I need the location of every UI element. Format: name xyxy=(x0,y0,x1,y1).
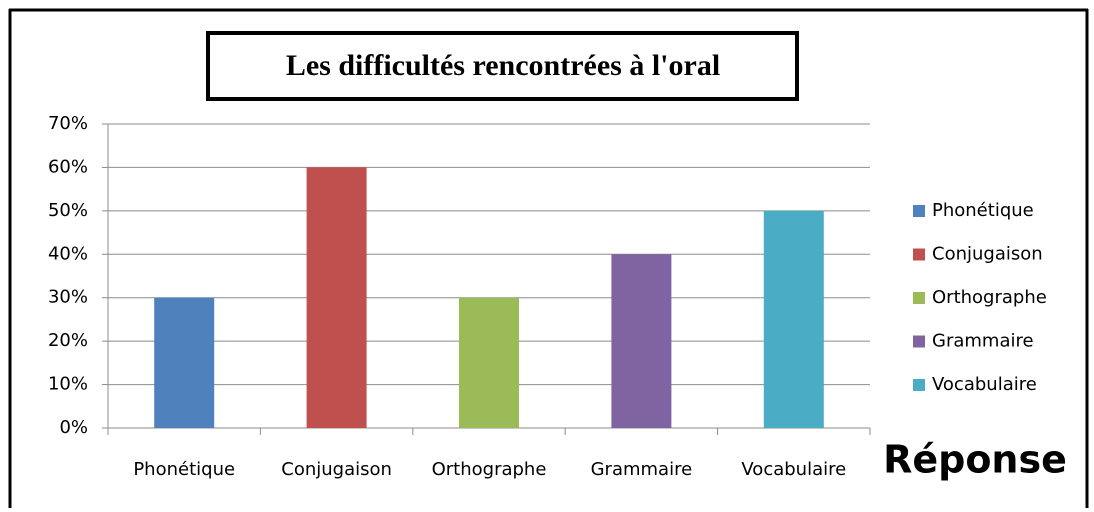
legend-swatch xyxy=(913,205,925,217)
bar xyxy=(763,210,824,428)
y-tick-label: 10% xyxy=(48,374,88,395)
legend-swatch xyxy=(913,379,925,391)
bar xyxy=(306,167,367,428)
legend-label: Grammaire xyxy=(932,331,1034,352)
bar xyxy=(154,297,215,428)
chart-title: Les difficultés rencontrées à l'oral xyxy=(286,49,720,82)
y-tick-label: 70% xyxy=(48,113,88,134)
y-tick-label: 20% xyxy=(48,330,88,351)
y-tick-label: 30% xyxy=(48,287,88,308)
x-tick-label: Grammaire xyxy=(591,459,693,480)
x-tick-label: Conjugaison xyxy=(281,459,392,480)
legend-swatch xyxy=(913,335,925,348)
legend-label: Phonétique xyxy=(932,200,1034,221)
legend-swatch xyxy=(913,292,925,304)
title-box xyxy=(206,31,799,101)
legend-label: Orthographe xyxy=(932,287,1047,308)
y-tick-label: 40% xyxy=(48,243,88,264)
legend-swatch xyxy=(913,248,925,261)
x-tick-label: Orthographe xyxy=(432,459,547,480)
x-tick-label: Vocabulaire xyxy=(741,459,846,480)
y-tick-label: 0% xyxy=(59,417,88,438)
x-tick-label: Phonétique xyxy=(133,459,235,480)
y-tick-label: 60% xyxy=(48,156,88,177)
bar xyxy=(459,297,519,428)
legend-label: Conjugaison xyxy=(932,244,1043,265)
legend-label: Vocabulaire xyxy=(932,374,1037,395)
x-axis-title: Réponse xyxy=(883,438,1067,482)
y-tick-label: 50% xyxy=(48,200,88,221)
bar xyxy=(611,254,672,428)
